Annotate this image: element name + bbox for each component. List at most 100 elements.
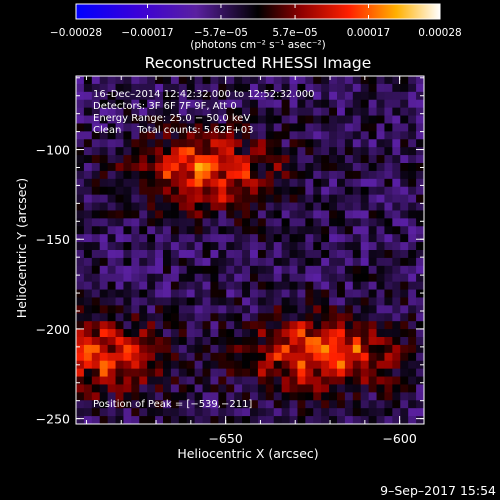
heatmap-cell: [384, 250, 393, 259]
heatmap-cell: [273, 186, 283, 196]
heatmap-cell: [99, 83, 109, 93]
heatmap-cell: [392, 131, 401, 140]
heatmap-cell: [178, 329, 188, 338]
heatmap-cell: [178, 273, 188, 283]
heatmap-cell: [163, 83, 172, 93]
heatmap-cell: [178, 265, 188, 275]
heatmap-cell: [368, 107, 378, 117]
heatmap-cell: [242, 368, 251, 378]
heatmap-cell: [76, 155, 85, 164]
heatmap-cell: [115, 297, 125, 306]
heatmap-cell: [273, 257, 283, 267]
heatmap-cell: [186, 83, 196, 93]
heatmap-cell: [265, 170, 275, 180]
heatmap-cell: [344, 337, 354, 346]
heatmap-cell: [76, 392, 85, 401]
heatmap-cell: [178, 83, 188, 93]
heatmap-cell: [107, 265, 117, 275]
heatmap-cell: [91, 76, 101, 85]
heatmap-cell: [210, 115, 219, 125]
heatmap-cell: [337, 392, 346, 401]
heatmap-cell: [234, 186, 243, 196]
heatmap-cell: [234, 392, 243, 401]
heatmap-cell: [107, 123, 117, 132]
heatmap-cell: [281, 99, 291, 109]
heatmap-cell: [107, 352, 117, 362]
heatmap-cell: [178, 170, 188, 180]
heatmap-cell: [408, 234, 417, 243]
heatmap-cell: [265, 368, 275, 378]
heatmap-cell: [107, 400, 117, 409]
heatmap-cell: [384, 234, 393, 243]
heatmap-cell: [123, 226, 132, 235]
heatmap-cell: [360, 329, 370, 338]
heatmap-cell: [115, 408, 125, 417]
heatmap-cell: [123, 360, 132, 370]
heatmap-cell: [91, 234, 101, 243]
heatmap-cell: [313, 107, 322, 117]
heatmap-cell: [313, 352, 322, 362]
y-tick-label: −100: [36, 143, 70, 158]
heatmap-cell: [178, 147, 188, 156]
heatmap-cell: [163, 202, 172, 212]
heatmap-cell: [250, 376, 259, 386]
heatmap-cell: [202, 218, 212, 227]
heatmap-cell: [305, 139, 314, 148]
heatmap-cell: [400, 289, 409, 299]
heatmap-cell: [99, 376, 109, 386]
heatmap-cell: [400, 384, 409, 393]
heatmap-cell: [250, 368, 259, 378]
heatmap-cell: [305, 289, 314, 299]
heatmap-cell: [368, 186, 378, 196]
heatmap-cell: [329, 368, 338, 378]
heatmap-cell: [83, 147, 93, 156]
heatmap-cell: [131, 321, 140, 330]
heatmap-cell: [99, 99, 109, 109]
heatmap-cell: [257, 257, 267, 267]
heatmap-cell: [163, 226, 172, 235]
heatmap-cell: [107, 107, 117, 117]
heatmap-cell: [194, 273, 204, 283]
heatmap-cell: [400, 344, 409, 354]
heatmap-cell: [297, 408, 306, 417]
heatmap-cell: [408, 194, 417, 204]
heatmap-cell: [76, 147, 85, 156]
heatmap-cell: [155, 76, 164, 85]
heatmap-cell: [186, 384, 196, 393]
heatmap-cell: [178, 289, 188, 299]
heatmap-cell: [170, 321, 180, 330]
heatmap-cell: [321, 416, 330, 424]
heatmap-cell: [107, 163, 117, 172]
heatmap-cell: [155, 329, 164, 338]
heatmap-cell: [360, 337, 370, 346]
heatmap-cell: [337, 376, 346, 386]
heatmap-cell: [218, 194, 227, 204]
heatmap-cell: [155, 123, 164, 132]
heatmap-cell: [202, 408, 212, 417]
heatmap-cell: [147, 123, 156, 132]
heatmap-cell: [155, 289, 164, 299]
heatmap-cell: [265, 147, 275, 156]
heatmap-cell: [352, 392, 362, 401]
heatmap-cell: [83, 408, 93, 417]
heatmap-cell: [99, 250, 109, 259]
heatmap-cell: [234, 329, 243, 338]
heatmap-cell: [289, 281, 299, 291]
heatmap-cell: [178, 115, 188, 125]
heatmap-cell: [257, 123, 267, 132]
heatmap-cell: [139, 115, 148, 125]
heatmap-cell: [170, 210, 180, 219]
heatmap-cell: [83, 305, 93, 314]
heatmap-cell: [305, 218, 314, 227]
heatmap-cell: [123, 76, 132, 85]
heatmap-cell: [226, 210, 235, 219]
heatmap-cell: [305, 257, 314, 267]
heatmap-cell: [344, 408, 354, 417]
heatmap-cell: [83, 131, 93, 140]
heatmap-cell: [170, 297, 180, 306]
heatmap-cell: [155, 360, 164, 370]
heatmap-cell: [131, 139, 140, 148]
heatmap-cell: [147, 352, 156, 362]
heatmap-cell: [265, 250, 275, 259]
